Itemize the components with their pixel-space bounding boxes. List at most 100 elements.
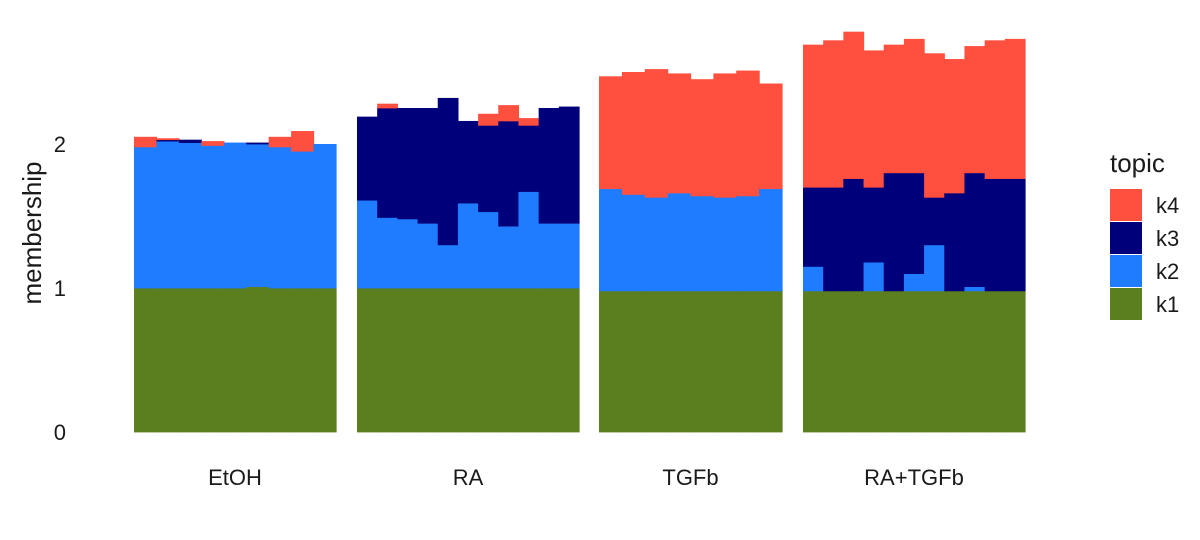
x-tick-label: RA+TGFb (864, 465, 964, 490)
bar-segment-k1 (291, 288, 315, 433)
bar-segment-k4 (134, 136, 158, 148)
x-tick-label: EtOH (208, 465, 262, 490)
bar-segment-k2 (397, 218, 419, 289)
bar-segment-k3 (357, 116, 378, 201)
bar-segment-k1 (397, 288, 419, 433)
bar-segment-k4 (883, 44, 905, 174)
bar-segment-k2 (377, 217, 398, 289)
bar-segment-k2 (417, 223, 439, 289)
bar-segment-k1 (667, 290, 692, 433)
bar-segment-k3 (843, 178, 865, 292)
bar-segment-k4 (498, 105, 520, 122)
bar-segment-k3 (457, 120, 479, 204)
bar-segment-k4 (944, 59, 966, 194)
bar-segment-k1 (736, 290, 760, 433)
bar-segment-k2 (903, 273, 925, 292)
bar-segment-k2 (803, 266, 824, 292)
bar-segment-k3 (397, 108, 419, 220)
bar-segment-k3 (1004, 178, 1026, 292)
legend-swatch-k2 (1110, 255, 1142, 287)
bar-segment-k4 (201, 141, 225, 146)
legend-swatch-k1 (1110, 288, 1142, 320)
bar-segment-k1 (1004, 290, 1026, 433)
legend-label-k3: k3 (1156, 226, 1179, 251)
bar-segment-k2 (518, 191, 540, 289)
bar-segment-k3 (984, 178, 1006, 292)
bar-segment-k1 (843, 290, 865, 433)
bar-segment-k2 (964, 286, 986, 292)
bar-segment-k3 (803, 187, 824, 267)
bar-segment-k1 (478, 288, 499, 433)
legend-swatch-k4 (1110, 189, 1142, 221)
bar-segment-k1 (883, 290, 905, 433)
bar-segment-k3 (377, 108, 398, 218)
bar-segment-k4 (644, 69, 669, 198)
bar-segment-k4 (863, 50, 885, 188)
bar-segment-k1 (644, 290, 669, 433)
bar-segment-k1 (803, 290, 824, 433)
bar-segment-k1 (518, 288, 540, 433)
bar-segment-k1 (538, 288, 560, 433)
bar-segment-k1 (944, 290, 966, 433)
bar-segment-k4 (964, 46, 986, 174)
bar-segment-k1 (759, 290, 783, 433)
bar-segment-k3 (518, 125, 540, 192)
bar-segment-k2 (291, 151, 315, 289)
bar-segment-k1 (713, 290, 737, 433)
bar-segment-k3 (246, 142, 270, 145)
bar-segment-k2 (759, 188, 783, 292)
bar-segment-k1 (863, 290, 885, 433)
bar-segment-k3 (498, 120, 520, 227)
x-tick-label: RA (453, 465, 484, 490)
bar-segment-k4 (803, 44, 824, 188)
legend-title: topic (1110, 148, 1165, 178)
bar-segment-k1 (223, 288, 247, 433)
legend-swatch-k3 (1110, 222, 1142, 254)
bar-segment-k1 (313, 288, 337, 433)
bar-segment-k3 (558, 106, 580, 224)
bar-segment-k4 (268, 136, 292, 148)
bar-segment-k2 (357, 200, 378, 289)
bar-segment-k2 (313, 144, 337, 289)
bar-segment-k1 (417, 288, 439, 433)
bar-segment-k1 (246, 286, 270, 433)
bar-segment-k2 (713, 197, 737, 292)
bar-segment-k1 (823, 290, 844, 433)
bar-segment-k1 (201, 288, 225, 433)
bar-segment-k2 (268, 146, 292, 289)
bar-segment-k2 (178, 142, 202, 289)
bar-segment-k3 (863, 187, 885, 263)
bar-segment-k1 (498, 288, 520, 433)
bar-segment-k2 (736, 195, 760, 292)
bar-segment-k1 (156, 288, 180, 433)
bar-segment-k1 (984, 290, 1006, 433)
bar-segment-k1 (558, 288, 580, 433)
bar-segment-k3 (944, 192, 966, 292)
legend-label-k4: k4 (1156, 193, 1179, 218)
bar-segment-k2 (246, 144, 270, 287)
bar-segment-k2 (690, 195, 714, 292)
bar-segment-k2 (599, 188, 623, 292)
x-tick-label: TGFb (662, 465, 718, 490)
bar-segment-k4 (903, 38, 925, 174)
bar-segment-k4 (1004, 38, 1026, 179)
bar-segment-k2 (223, 142, 247, 289)
bar-segment-k2 (457, 203, 479, 289)
bar-segment-k4 (713, 73, 737, 198)
bar-segment-k1 (924, 290, 945, 433)
bar-segment-k2 (134, 146, 158, 289)
bar-segment-k4 (667, 73, 692, 194)
bar-segment-k4 (690, 79, 714, 197)
x-axis: EtOH RA TGFb RA+TGFb (208, 465, 964, 490)
bar-segment-k3 (538, 108, 560, 224)
bar-segment-k4 (759, 83, 783, 190)
bar-segment-k4 (823, 40, 844, 188)
bar-segment-k3 (823, 187, 844, 292)
bar-segment-k1 (690, 290, 714, 433)
bar-segment-k4 (518, 118, 540, 126)
bar-segment-k1 (268, 288, 292, 433)
bar-segment-k3 (178, 139, 202, 143)
bar-segment-k2 (498, 226, 520, 289)
y-axis-title: membership (17, 161, 47, 304)
bar-segment-k4 (291, 131, 315, 152)
